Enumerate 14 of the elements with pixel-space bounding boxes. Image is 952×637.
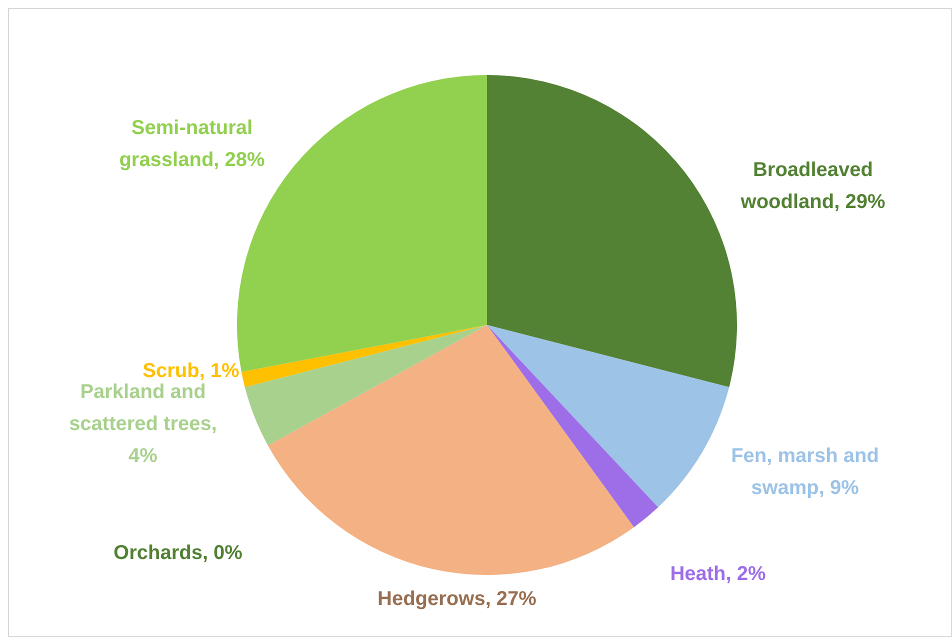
slice-label: Parkland and scattered trees, 4% xyxy=(69,381,217,467)
pie-slice xyxy=(241,325,487,388)
slice-label: Fen, marsh and swamp, 9% xyxy=(731,445,879,499)
pie-slice xyxy=(244,325,487,446)
slice-label: Heath, 2% xyxy=(670,563,766,585)
pie-slice xyxy=(487,75,737,388)
pie-slice xyxy=(487,325,730,508)
slice-label: Semi-natural grassland, 28% xyxy=(119,117,266,171)
slice-label: Hedgerows, 27% xyxy=(378,588,537,610)
category-label: Orchards, 0% xyxy=(114,542,242,564)
pie-slice xyxy=(487,325,658,528)
slice-label: Scrub, 1% xyxy=(142,360,240,382)
pie-slice xyxy=(268,325,634,575)
slice-label: Broadleaved woodland, 29% xyxy=(740,159,886,213)
